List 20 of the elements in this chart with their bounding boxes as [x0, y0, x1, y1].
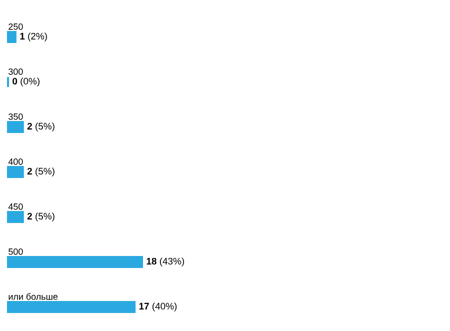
bar	[7, 166, 24, 178]
data-label: 2 (5%)	[27, 212, 54, 222]
bar	[7, 256, 144, 268]
data-label: 17 (40%)	[139, 302, 177, 312]
y-tick-label: 400	[8, 158, 23, 165]
data-label: 2 (5%)	[27, 122, 54, 132]
bar	[7, 31, 16, 44]
y-tick-label: 450	[8, 203, 23, 210]
bar	[7, 121, 24, 134]
y-tick-label: 300	[8, 68, 23, 75]
bar	[7, 211, 24, 223]
data-label: 0 (0%)	[12, 78, 40, 86]
bar	[7, 301, 136, 313]
data-label: 1 (2%)	[20, 32, 47, 42]
y-tick-label: 250	[8, 23, 23, 30]
data-label: 2 (5%)	[27, 168, 54, 176]
data-label: 18 (43%)	[146, 258, 184, 266]
y-tick-label: 350	[8, 113, 23, 120]
y-tick-label: или больше	[8, 293, 58, 300]
y-tick-label: 500	[8, 248, 23, 255]
